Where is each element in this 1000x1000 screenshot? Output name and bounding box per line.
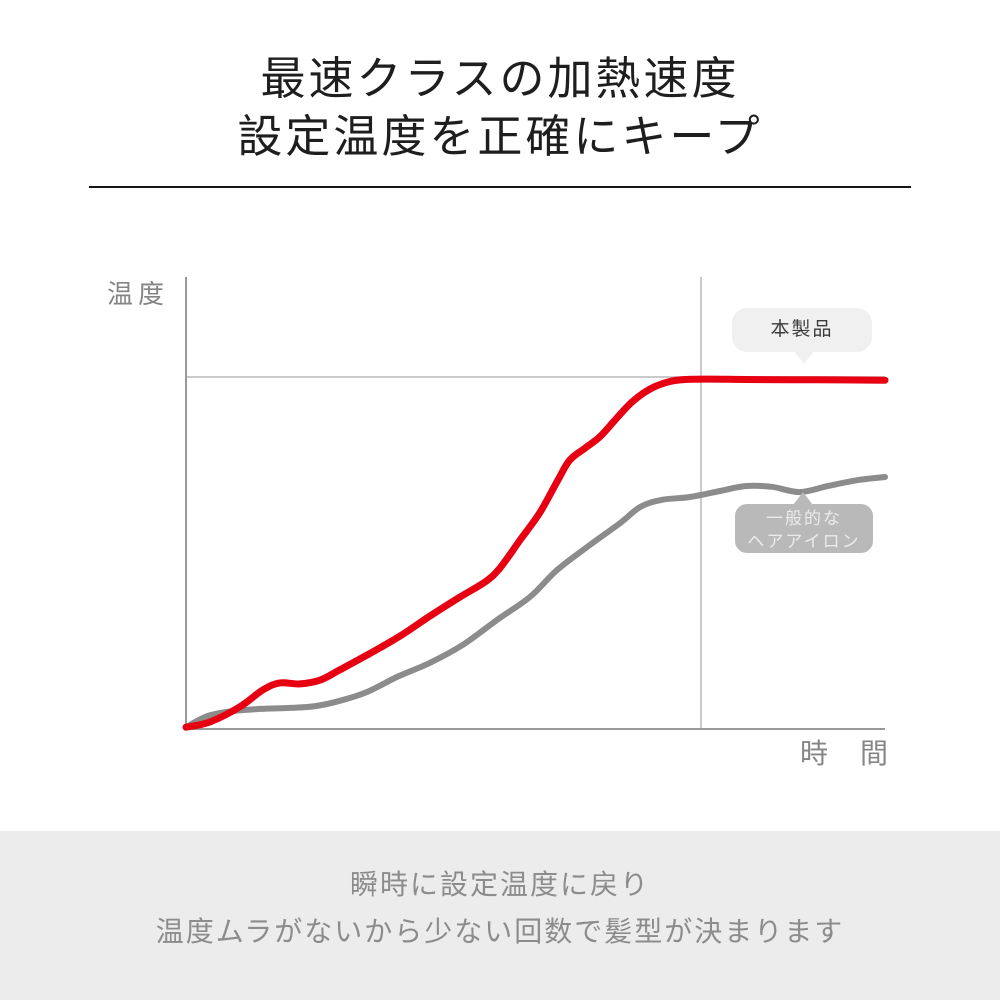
product-callout-badge: 本製品 <box>732 308 872 364</box>
product-callout-tail <box>794 351 814 364</box>
footer-caption: 瞬時に設定温度に戻り 温度ムラがないから少ない回数で髪型が決まります <box>0 831 1000 1000</box>
y-axis-label: 温度 <box>107 279 170 309</box>
title-divider <box>89 186 911 188</box>
footer-caption-line2: 温度ムラがないから少ない回数で髪型が決まります <box>155 916 845 947</box>
generic-hair-iron-curve <box>183 474 888 731</box>
footer-caption-line1: 瞬時に設定温度に戻り <box>349 869 650 900</box>
page-title-line2: 設定温度を正確にキープ <box>237 111 763 162</box>
generic-callout-label-line1: 一般的な <box>766 509 842 528</box>
generic-callout-label-line2: ヘアアイロン <box>747 532 861 551</box>
generic-callout-tail <box>793 492 813 505</box>
generic-callout-badge: 一般的な ヘアアイロン <box>735 492 873 553</box>
page-title-line1: 最速クラスの加熱速度 <box>260 53 740 104</box>
x-axis-label: 時 間 <box>799 738 890 769</box>
product-temperature-curve <box>182 375 889 731</box>
page-title: 最速クラスの加熱速度 設定温度を正確にキープ <box>0 50 1000 166</box>
product-callout-label: 本製品 <box>770 319 834 340</box>
